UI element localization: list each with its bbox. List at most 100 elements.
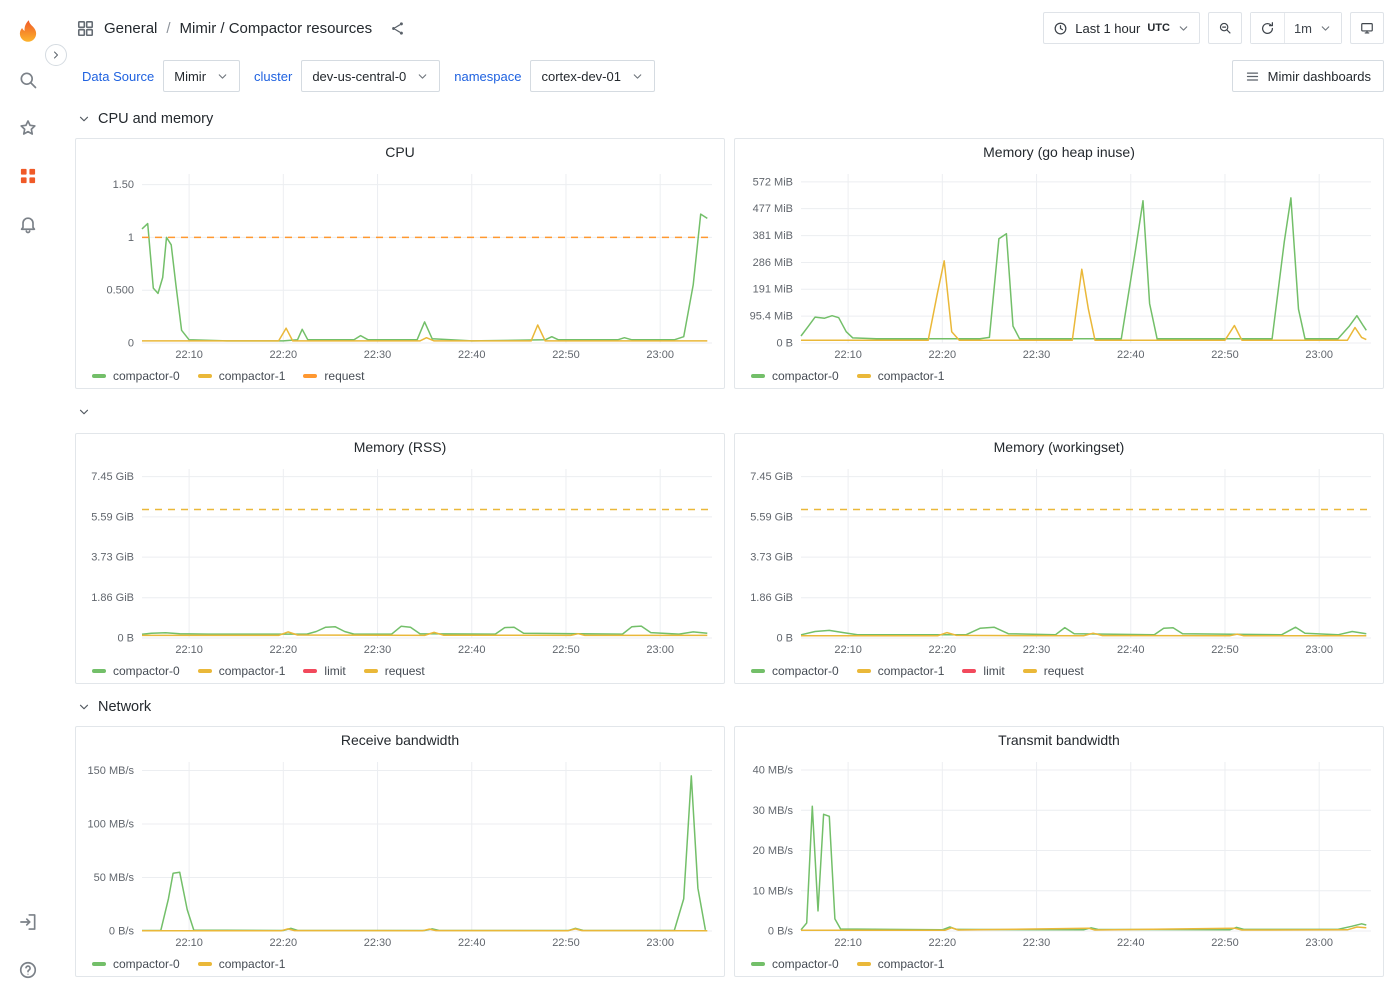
- legend-swatch: [856, 374, 871, 378]
- mimir-dashboards-button[interactable]: Mimir dashboards: [1231, 60, 1384, 92]
- refresh-interval-dropdown[interactable]: 1m: [1284, 13, 1341, 43]
- svg-text:0 B/s: 0 B/s: [768, 926, 794, 938]
- legend-label: compactor-1: [877, 664, 945, 678]
- panel-title[interactable]: CPU: [385, 144, 415, 160]
- svg-text:22:50: 22:50: [1211, 349, 1239, 361]
- legend-label: compactor-1: [218, 369, 286, 383]
- legend-item-compactor-1[interactable]: compactor-1: [197, 369, 286, 383]
- svg-text:1: 1: [128, 232, 134, 244]
- time-range-picker[interactable]: Last 1 hour UTC: [1043, 12, 1200, 44]
- data-source-select[interactable]: Mimir: [163, 60, 241, 92]
- legend-item-compactor-1[interactable]: compactor-1: [856, 369, 945, 383]
- legend-item-compactor-0[interactable]: compactor-0: [92, 664, 180, 678]
- cluster-select[interactable]: dev-us-central-0: [301, 60, 441, 92]
- help-icon[interactable]: [0, 946, 56, 994]
- svg-text:22:50: 22:50: [1211, 644, 1239, 656]
- panel-title[interactable]: Memory (RSS): [353, 439, 447, 455]
- refresh-button-group: 1m: [1249, 12, 1342, 44]
- legend-item-compactor-1[interactable]: compactor-1: [197, 664, 285, 678]
- legend: compactor-0 compactor-1: [735, 364, 1383, 388]
- legend-item-limit[interactable]: limit: [303, 664, 346, 678]
- sidebar-expand-button[interactable]: [45, 44, 67, 66]
- favorites-star-icon[interactable]: [0, 104, 56, 152]
- namespace-select[interactable]: cortex-dev-01: [530, 60, 655, 92]
- zoom-out-button[interactable]: [1207, 12, 1242, 44]
- svg-text:22:40: 22:40: [1117, 349, 1145, 361]
- memory-go-heap-chart[interactable]: 22:10 22:20 22:30 22:40 22:50 23:00 0 B 95.4 Mi…: [735, 166, 1381, 364]
- share-button[interactable]: [385, 16, 410, 41]
- breadcrumb-dashboard-title[interactable]: Mimir / Compactor resources: [179, 19, 373, 37]
- chevron-down-icon: [633, 73, 642, 79]
- legend-item-request[interactable]: request: [1022, 664, 1084, 678]
- svg-text:22:30: 22:30: [364, 937, 392, 949]
- legend-item-limit[interactable]: limit: [962, 664, 1005, 678]
- svg-text:95.4 MiB: 95.4 MiB: [750, 311, 793, 323]
- panel-title[interactable]: Memory (go heap inuse): [983, 144, 1135, 160]
- variable-label[interactable]: namespace: [454, 68, 522, 84]
- transmit-bandwidth-chart[interactable]: 22:10 22:20 22:30 22:40 22:50 23:00 0 B/s 10 MB…: [735, 754, 1381, 952]
- panel-title[interactable]: Transmit bandwidth: [998, 732, 1120, 748]
- panel-title[interactable]: Memory (workingset): [993, 439, 1125, 455]
- legend-item-compactor-1[interactable]: compactor-1: [856, 664, 945, 678]
- row-header-cpu-and-memory[interactable]: CPU and memory: [75, 96, 1384, 138]
- legend-item-compactor-0[interactable]: compactor-0: [751, 957, 839, 971]
- svg-text:191 MiB: 191 MiB: [753, 284, 793, 296]
- legend-label: compactor-1: [877, 369, 945, 383]
- legend-label: request: [384, 664, 425, 678]
- svg-text:3.73 GiB: 3.73 GiB: [750, 552, 793, 564]
- data-source-value: Mimir: [174, 68, 207, 84]
- panel-transmit-bandwidth: Transmit bandwidth 22:10 22:20 22:30 22:40 2…: [734, 726, 1384, 977]
- svg-text:22:30: 22:30: [1023, 937, 1051, 949]
- svg-text:0 B/s: 0 B/s: [109, 926, 135, 938]
- search-icon[interactable]: [0, 56, 56, 104]
- refresh-button[interactable]: [1250, 13, 1284, 43]
- grafana-logo[interactable]: [0, 10, 56, 56]
- svg-text:23:00: 23:00: [1305, 644, 1333, 656]
- variable-namespace: namespace cortex-dev-01: [454, 60, 655, 92]
- svg-text:5.59 GiB: 5.59 GiB: [750, 511, 793, 523]
- top-bar-controls: Last 1 hour UTC 1m: [1043, 12, 1384, 44]
- sign-in-icon[interactable]: [0, 898, 56, 946]
- legend-item-compactor-1[interactable]: compactor-1: [197, 957, 285, 971]
- variable-label[interactable]: Data Source: [82, 68, 155, 84]
- share-alt-icon: [392, 21, 403, 35]
- svg-text:22:40: 22:40: [458, 937, 486, 949]
- dashboards-icon[interactable]: [0, 152, 56, 200]
- legend-item-request[interactable]: request: [303, 369, 364, 383]
- variable-label[interactable]: cluster: [254, 68, 293, 84]
- chevron-down-icon: [79, 704, 89, 710]
- svg-text:50 MB/s: 50 MB/s: [94, 872, 135, 884]
- svg-text:23:00: 23:00: [646, 644, 674, 656]
- svg-text:20 MB/s: 20 MB/s: [753, 845, 794, 857]
- svg-text:381 MiB: 381 MiB: [753, 230, 793, 242]
- memory-rss-chart[interactable]: 22:10 22:20 22:30 22:40 22:50 23:00 0 B 1.86 Gi…: [76, 461, 722, 659]
- legend-item-compactor-0[interactable]: compactor-0: [751, 664, 839, 678]
- breadcrumb-section[interactable]: General: [104, 19, 158, 37]
- monitor-icon: [1361, 23, 1373, 34]
- panel-title[interactable]: Receive bandwidth: [340, 732, 460, 748]
- row-header-network[interactable]: Network: [75, 684, 1384, 726]
- legend-swatch: [92, 962, 106, 966]
- alerting-bell-icon[interactable]: [0, 200, 56, 248]
- svg-text:22:50: 22:50: [552, 349, 580, 361]
- mimir-dashboards-label: Mimir dashboards: [1267, 68, 1371, 84]
- svg-text:0 B: 0 B: [117, 633, 134, 645]
- kiosk-mode-button[interactable]: [1350, 12, 1384, 44]
- legend-item-compactor-0[interactable]: compactor-0: [92, 369, 180, 383]
- svg-text:22:20: 22:20: [270, 937, 298, 949]
- legend-swatch: [856, 962, 871, 966]
- svg-text:22:40: 22:40: [1117, 644, 1145, 656]
- legend-item-request[interactable]: request: [363, 664, 425, 678]
- legend-swatch: [197, 374, 212, 378]
- cpu-chart[interactable]: 22:10 22:20 22:30 22:40 22:50 23:00 0 0.500 1 1.5…: [76, 166, 722, 364]
- receive-bandwidth-chart[interactable]: 22:10 22:20 22:30 22:40 22:50 23:00 0 B/s 50 MB…: [76, 754, 722, 952]
- row-header-untitled[interactable]: [75, 389, 1384, 433]
- row-title: Network: [98, 699, 152, 715]
- memory-workingset-chart[interactable]: 22:10 22:20 22:30 22:40 22:50 23:00 0 B 1.86 Gi…: [735, 461, 1381, 659]
- legend-item-compactor-1[interactable]: compactor-1: [856, 957, 944, 971]
- time-range-label: Last 1 hour: [1075, 20, 1141, 36]
- legend: compactor-0 compactor-1: [735, 952, 1383, 976]
- svg-text:22:20: 22:20: [929, 937, 957, 949]
- legend-item-compactor-0[interactable]: compactor-0: [92, 957, 180, 971]
- legend-item-compactor-0[interactable]: compactor-0: [751, 369, 839, 383]
